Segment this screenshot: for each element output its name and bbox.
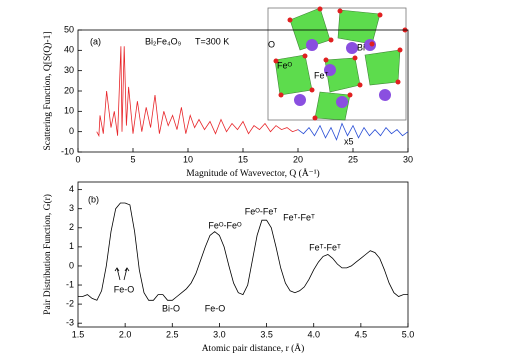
x-tick-label: 4.5 (355, 329, 368, 339)
annotation: Bi (357, 42, 365, 52)
bi-atom (306, 39, 318, 51)
x-tick-label: 3.0 (213, 329, 226, 339)
x-tick-label: 5 (130, 154, 135, 164)
annotation: Bi-O (162, 303, 180, 313)
y-tick-label: 2 (69, 222, 74, 232)
bi-atom (379, 89, 391, 101)
annotation: (b) (88, 194, 99, 204)
y-tick-label: 40 (64, 45, 74, 55)
y-axis-title: Pair Distribution Function, G(r) (42, 194, 53, 315)
annotation: (a) (90, 36, 101, 46)
x-tick-label: 0 (75, 154, 80, 164)
bi-atom (336, 96, 348, 108)
x-tick-label: 20 (293, 154, 303, 164)
plot-frame (77, 181, 409, 328)
x-tick-label: 2.0 (119, 329, 132, 339)
annotation: x5 (344, 136, 354, 146)
annotation: Fe-O (114, 284, 135, 294)
o-atoms (273, 6, 408, 121)
y-tick-label: 20 (64, 85, 74, 95)
crystal-inset (267, 6, 408, 121)
y-tick-label: 1 (69, 241, 74, 251)
annotation: Feᵀ (314, 70, 329, 80)
x-tick-label: 1.5 (72, 329, 85, 339)
x-tick-label: 15 (238, 154, 248, 164)
annotation: Feᵀ-Feᵀ (309, 242, 341, 252)
y-tick-label: -10 (61, 146, 74, 156)
x-tick-label: 4.0 (307, 329, 320, 339)
annotation: Feᴼ-Feᵀ (245, 206, 278, 216)
y-axis-title: Scattering Function, Q[S(Q)-1] (42, 32, 53, 151)
y-tick-label: -1 (66, 279, 74, 289)
annotation: T=300 K (195, 36, 229, 46)
x-tick-label: 10 (183, 154, 193, 164)
y-tick-label: 50 (64, 24, 74, 34)
arrow-pair (114, 267, 130, 281)
annotation: O (268, 39, 275, 49)
annotation: Feᴼ (277, 60, 293, 70)
annotation: Bi₂Fe₄O₉ (145, 36, 182, 46)
y-tick-label: 30 (64, 65, 74, 75)
annotation: Fe-O (205, 303, 226, 313)
x-tick-label: 2.5 (166, 329, 179, 339)
y-tick-label: 3 (69, 203, 74, 213)
y-tick-label: 0 (69, 126, 74, 136)
data-line (96, 46, 299, 138)
annotation: Feᵀ-Feᵀ (283, 212, 315, 222)
bi-atom (294, 94, 306, 106)
annotation: Feᴼ-Feᴼ (208, 220, 242, 230)
y-tick-label: 0 (69, 260, 74, 270)
y-tick-label: -2 (66, 298, 74, 308)
y-tick-label: 4 (69, 184, 74, 194)
bi-atom (324, 64, 336, 76)
bi-atom (346, 42, 358, 54)
x-axis-title: Magnitude of Wavevector, Q (Å⁻¹) (186, 167, 319, 179)
x-tick-label: 5.0 (402, 329, 415, 339)
x-tick-label: 25 (348, 154, 358, 164)
x-tick-label: 30 (403, 154, 413, 164)
data-line (78, 202, 408, 301)
x-axis-title: Atomic pair distance, r (Å) (202, 342, 305, 354)
y-tick-label: 10 (64, 106, 74, 116)
x-tick-label: 3.5 (260, 329, 273, 339)
polyhedron (364, 49, 401, 86)
y-tick-label: -3 (66, 318, 74, 328)
data-line (297, 122, 409, 141)
